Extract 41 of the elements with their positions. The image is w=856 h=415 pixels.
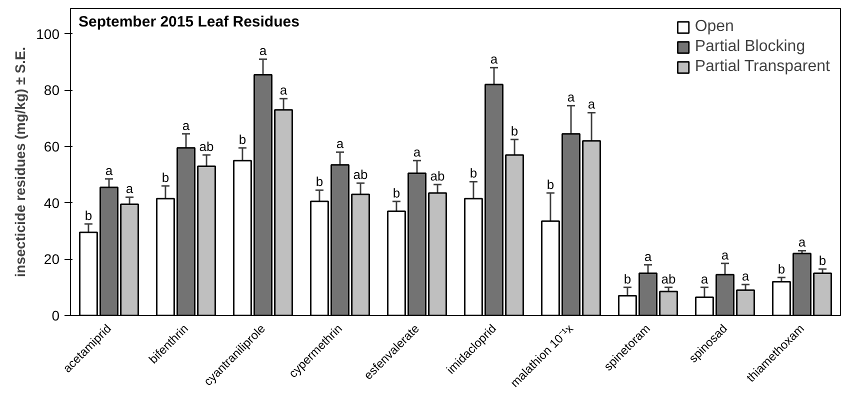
data-label: b [818, 253, 826, 268]
y-tick-label: 40 [44, 194, 60, 211]
y-tick-label: 100 [36, 26, 60, 42]
data-label: a [742, 268, 750, 284]
data-label: a [336, 136, 344, 152]
data-label: ab [199, 138, 214, 154]
data-label: a [700, 271, 709, 286]
data-label: b [510, 123, 518, 138]
data-label: a [413, 144, 422, 160]
data-label: a [105, 162, 114, 178]
data-label: a [798, 234, 806, 250]
data-label: b [470, 166, 478, 181]
data-label: a [126, 181, 134, 196]
data-label: ab [430, 168, 445, 184]
data-label: a [644, 248, 652, 264]
data-label: b [84, 208, 92, 223]
data-label: a [567, 90, 576, 105]
data-label: a [259, 43, 268, 58]
data-label: b [238, 132, 246, 147]
data-label: a [280, 82, 288, 98]
chart-title: September 2015 Leaf Residues [78, 14, 300, 30]
y-tick-label: 60 [44, 138, 60, 155]
data-label: b [778, 261, 786, 276]
data-label: a [721, 247, 730, 262]
data-label: ab [661, 271, 676, 286]
legend-label: Partial Transparent [694, 58, 830, 76]
legend-label: Partial Blocking [694, 38, 806, 56]
data-label: a [490, 52, 498, 67]
legend-label: Open [694, 18, 734, 36]
data-label: b [624, 271, 632, 286]
data-label: b [392, 185, 400, 200]
y-tick-label: 80 [44, 82, 60, 98]
data-label: b [162, 170, 170, 185]
data-label: b [546, 176, 554, 192]
y-tick-label: 20 [44, 251, 60, 268]
data-label: b [316, 174, 324, 190]
y-tick-label: 0 [52, 308, 60, 324]
data-label: ab [353, 167, 368, 182]
y-axis-title: insecticide residues (mg/kg) ± S.E. [12, 46, 28, 278]
data-label: a [182, 118, 190, 133]
data-label: a [588, 96, 596, 112]
